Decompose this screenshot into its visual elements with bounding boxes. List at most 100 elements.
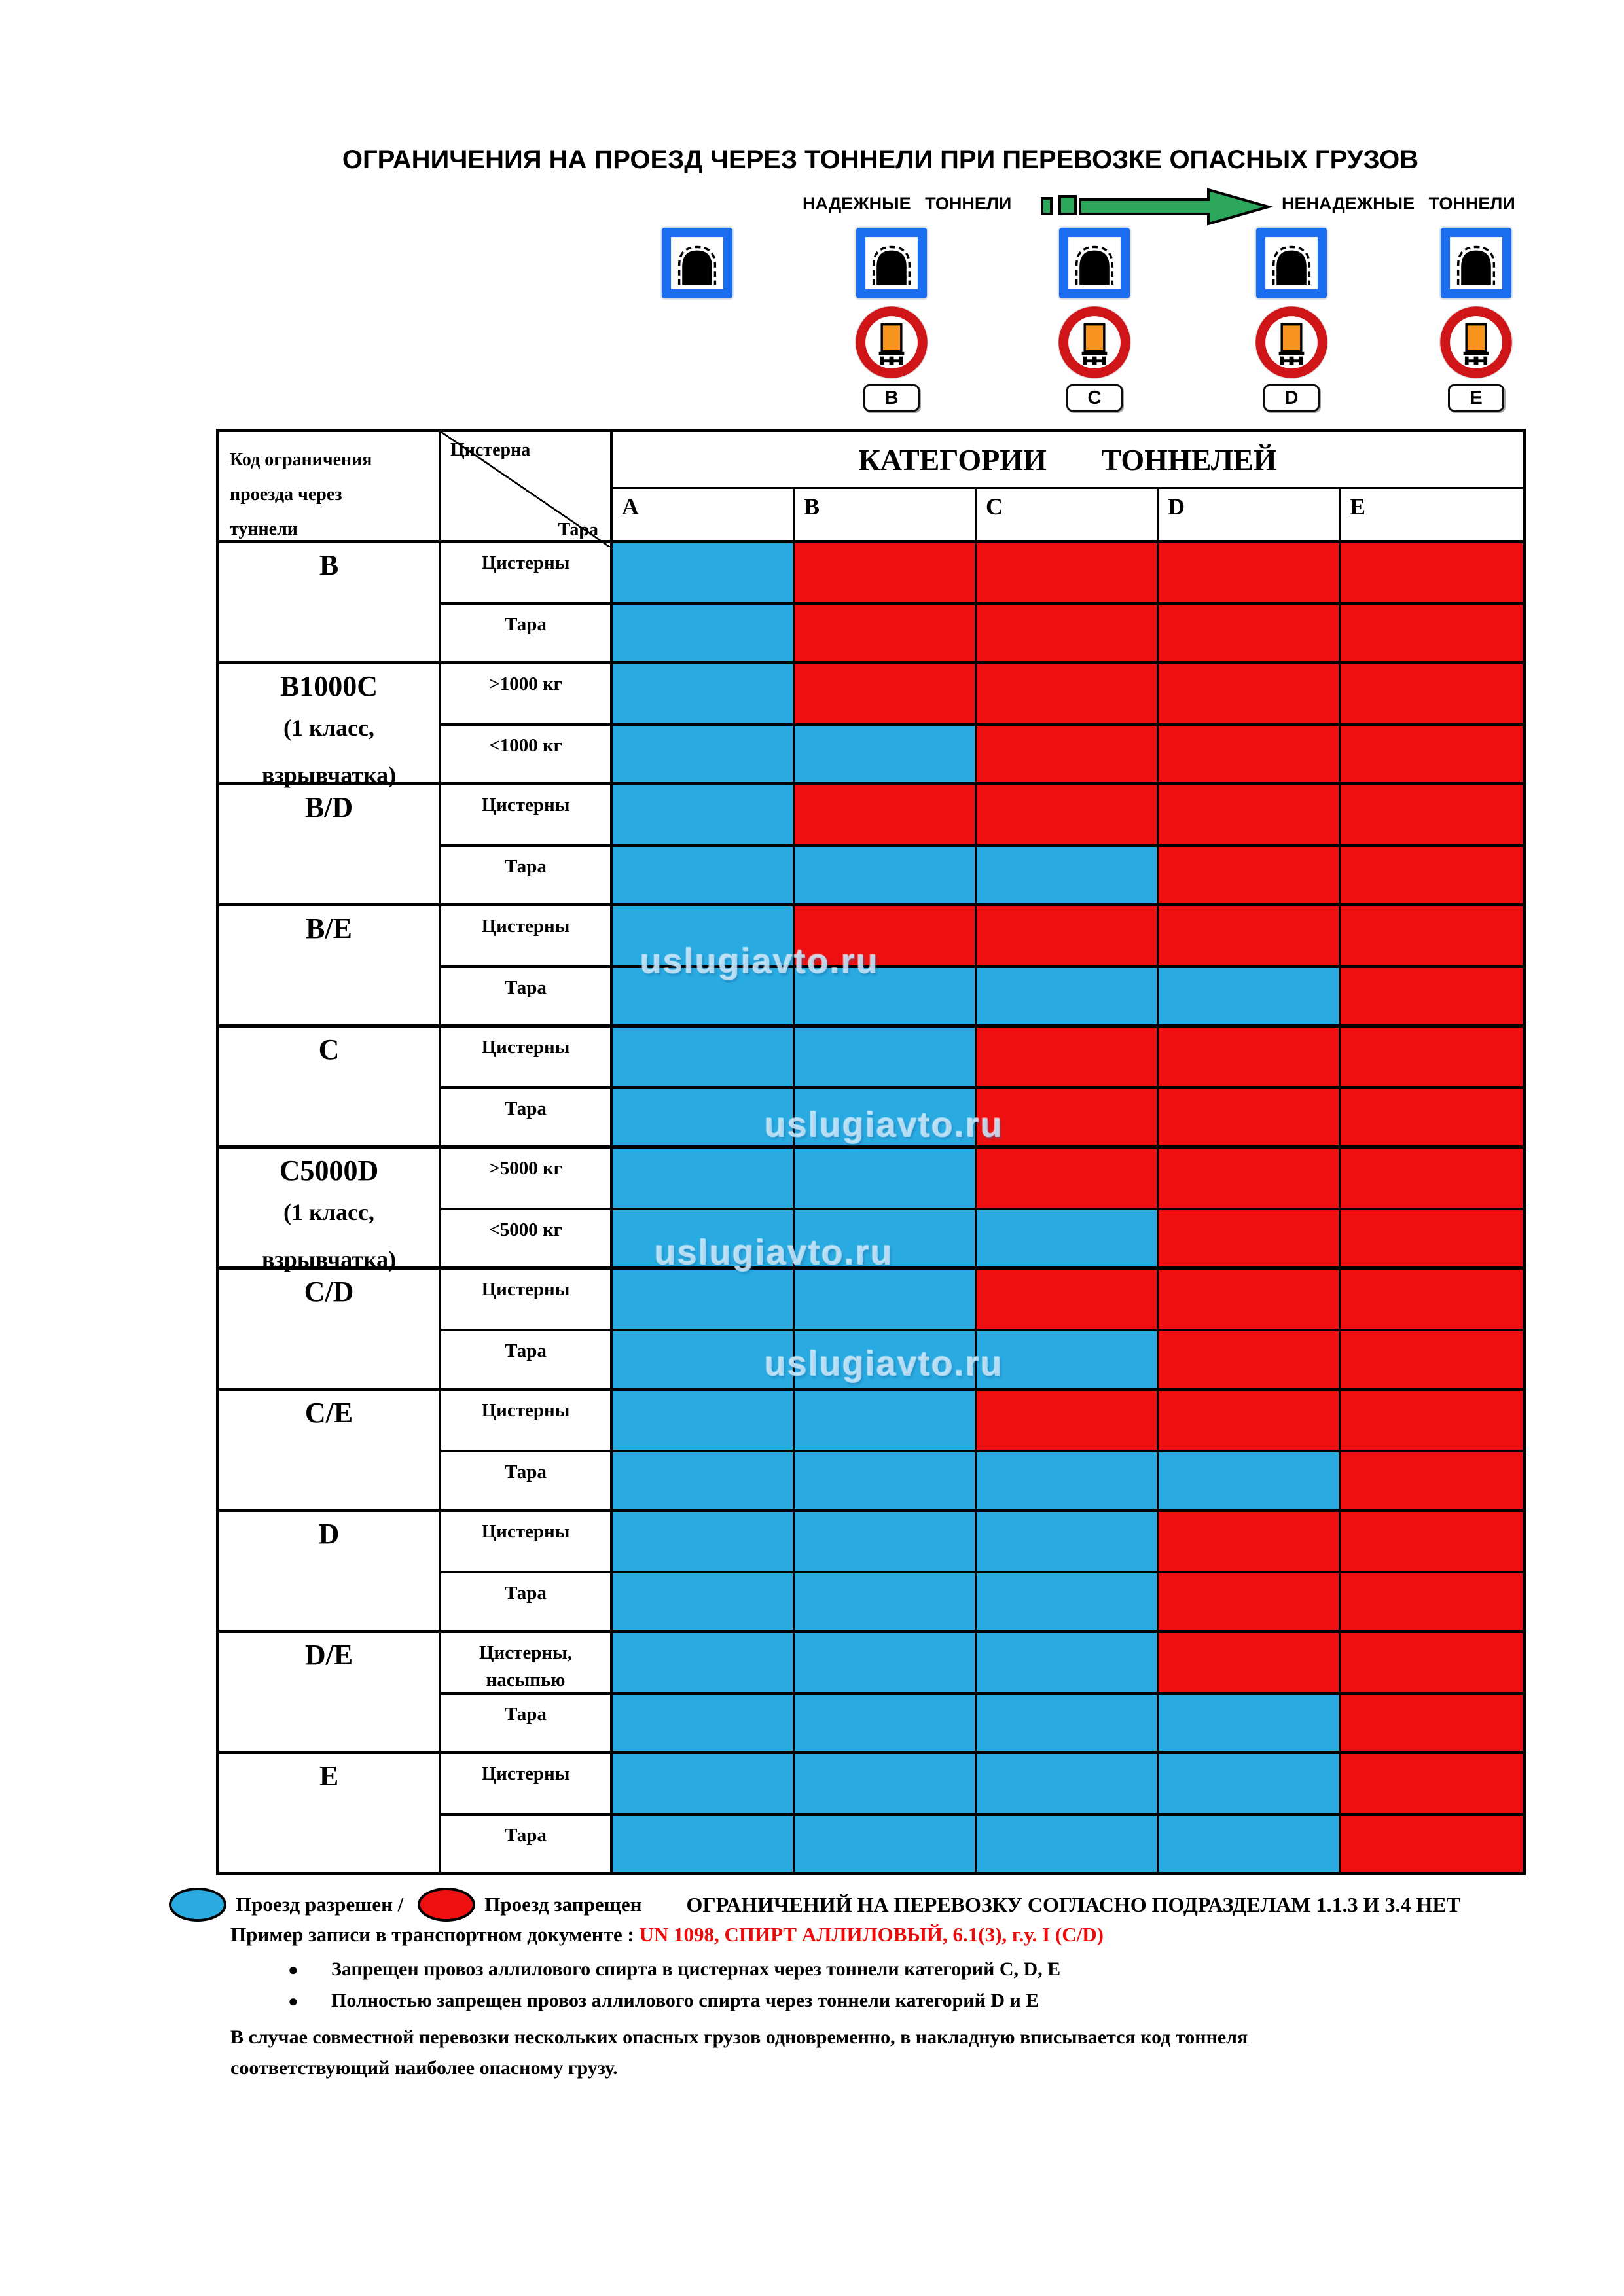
cell-passage-prohibited xyxy=(1341,1512,1523,1571)
cell-passage-allowed xyxy=(977,1210,1159,1266)
cell-passage-allowed xyxy=(613,726,795,782)
restriction-code-note: (1 класс, взрывчатка) xyxy=(261,1199,397,1272)
cell-passage-allowed xyxy=(613,1633,795,1692)
cell-passage-prohibited xyxy=(1341,1754,1523,1813)
category-col-a: A xyxy=(613,489,795,547)
restriction-code: C/E xyxy=(304,1397,353,1429)
restriction-code: C5000D xyxy=(279,1155,379,1187)
cargo-type-label: Тара xyxy=(441,1329,613,1388)
cell-passage-prohibited xyxy=(1159,1149,1341,1208)
restriction-code: C xyxy=(318,1033,340,1066)
cell-passage-allowed xyxy=(613,1149,795,1208)
cell-passage-allowed xyxy=(613,1391,795,1450)
restriction-group-c5000d: C5000D (1 класс, взрывчатка) >5000 кг <5… xyxy=(219,1145,1523,1272)
cargo-type-label: Тара xyxy=(441,965,613,1024)
cell-passage-prohibited xyxy=(1341,543,1523,602)
cargo-type-label: >5000 кг xyxy=(441,1149,613,1208)
cell-passage-prohibited xyxy=(795,664,977,723)
cell-passage-prohibited xyxy=(1341,1816,1523,1872)
cell-passage-allowed xyxy=(795,1391,977,1450)
cell-passage-allowed xyxy=(977,1452,1159,1509)
cell-passage-prohibited xyxy=(1159,726,1341,782)
cell-passage-prohibited xyxy=(1159,1573,1341,1630)
cell-passage-allowed xyxy=(613,1331,795,1388)
cell-passage-allowed xyxy=(613,1754,795,1813)
cell-passage-allowed xyxy=(613,664,795,723)
cargo-type-header: Цистерна Тара xyxy=(441,432,613,547)
tunnel-sign-icon xyxy=(1057,226,1132,300)
category-cells xyxy=(613,664,1523,723)
tunnel-category-plate: E xyxy=(1448,384,1504,412)
cell-passage-allowed xyxy=(795,1754,977,1813)
restriction-code-cell: D xyxy=(219,1512,441,1630)
cell-passage-allowed xyxy=(613,1028,795,1086)
tunnel-category-plate: D xyxy=(1263,384,1320,412)
cargo-type-label: Цистерны xyxy=(441,906,613,965)
category-cells xyxy=(613,785,1523,844)
restriction-group-d: D Цистерны Тара xyxy=(219,1509,1523,1630)
cargo-type-label: Цистерны xyxy=(441,543,613,602)
dangerous-goods-prohibition-icon xyxy=(854,305,929,380)
cell-passage-prohibited xyxy=(1159,1633,1341,1692)
cargo-type-label: <1000 кг xyxy=(441,723,613,782)
restriction-code-cell: C xyxy=(219,1028,441,1145)
cell-passage-allowed xyxy=(795,1210,977,1266)
category-cells xyxy=(613,543,1523,602)
cargo-type-label: Тара xyxy=(441,1571,613,1630)
cell-passage-prohibited xyxy=(1159,1270,1341,1329)
cell-passage-allowed xyxy=(795,968,977,1024)
cargo-type-label: Тара xyxy=(441,1692,613,1751)
cell-passage-prohibited xyxy=(977,1270,1159,1329)
cell-passage-allowed xyxy=(977,1816,1159,1872)
tunnel-sign-group-d: D xyxy=(1254,226,1329,412)
tunnel-restrictions-table: Код ограничения проезда через туннели Ци… xyxy=(216,429,1526,1875)
cell-passage-prohibited xyxy=(977,1149,1159,1208)
restriction-group-bd: B/D Цистерны Тара xyxy=(219,782,1523,903)
cell-passage-allowed xyxy=(613,1452,795,1509)
cell-passage-allowed xyxy=(613,968,795,1024)
cell-passage-allowed xyxy=(795,1089,977,1145)
cell-passage-allowed xyxy=(977,1754,1159,1813)
cell-passage-prohibited xyxy=(977,1089,1159,1145)
dangerous-goods-prohibition-icon xyxy=(1439,305,1513,380)
category-cells xyxy=(613,965,1523,1024)
cell-passage-prohibited xyxy=(1341,968,1523,1024)
cell-passage-allowed xyxy=(977,1695,1159,1751)
transport-document-example: Пример записи в транспортном документе :… xyxy=(230,1923,1104,1946)
cell-passage-allowed xyxy=(795,1573,977,1630)
cargo-type-label: Цистерны xyxy=(441,1028,613,1086)
cell-passage-prohibited xyxy=(977,1391,1159,1450)
restriction-code-cell: B/D xyxy=(219,785,441,903)
cell-passage-prohibited xyxy=(1341,785,1523,844)
cell-passage-prohibited xyxy=(977,605,1159,661)
cell-passage-prohibited xyxy=(1159,1089,1341,1145)
restriction-code: B/D xyxy=(304,791,353,823)
cell-passage-allowed xyxy=(795,726,977,782)
category-cells xyxy=(613,1329,1523,1388)
category-col-b: B xyxy=(795,489,977,547)
tunnel-sign-group-b: B xyxy=(854,226,929,412)
bullet-icon: ● xyxy=(288,1992,298,2011)
bullet-item: ● Запрещен провоз аллилового спирта в цис… xyxy=(288,1958,1060,1981)
cell-passage-prohibited xyxy=(1159,1210,1341,1266)
cell-passage-prohibited xyxy=(1341,1028,1523,1086)
bullet-icon: ● xyxy=(288,1960,298,1979)
cell-passage-prohibited xyxy=(1341,1391,1523,1450)
category-col-c: C xyxy=(977,489,1159,547)
cell-passage-allowed xyxy=(613,605,795,661)
cell-passage-allowed xyxy=(795,1633,977,1692)
no-restrictions-note: ОГРАНИЧЕНИЙ НА ПЕРЕВОЗКУ СОГЛАСНО ПОДРАЗ… xyxy=(686,1892,1461,1916)
cell-passage-allowed xyxy=(795,847,977,903)
cell-passage-allowed xyxy=(795,1695,977,1751)
tunnel-sign-icon xyxy=(660,226,734,300)
cell-passage-prohibited xyxy=(795,543,977,602)
restriction-group-cd: C/D Цистерны Тара xyxy=(219,1266,1523,1388)
cell-passage-allowed xyxy=(977,1573,1159,1630)
cell-passage-allowed xyxy=(795,1270,977,1329)
categories-title: КАТЕГОРИИ ТОННЕЛЕЙ xyxy=(613,432,1523,489)
cell-passage-prohibited xyxy=(1159,785,1341,844)
cargo-type-label: Цистерны xyxy=(441,785,613,844)
cell-passage-allowed xyxy=(613,785,795,844)
cell-passage-allowed xyxy=(977,1331,1159,1388)
